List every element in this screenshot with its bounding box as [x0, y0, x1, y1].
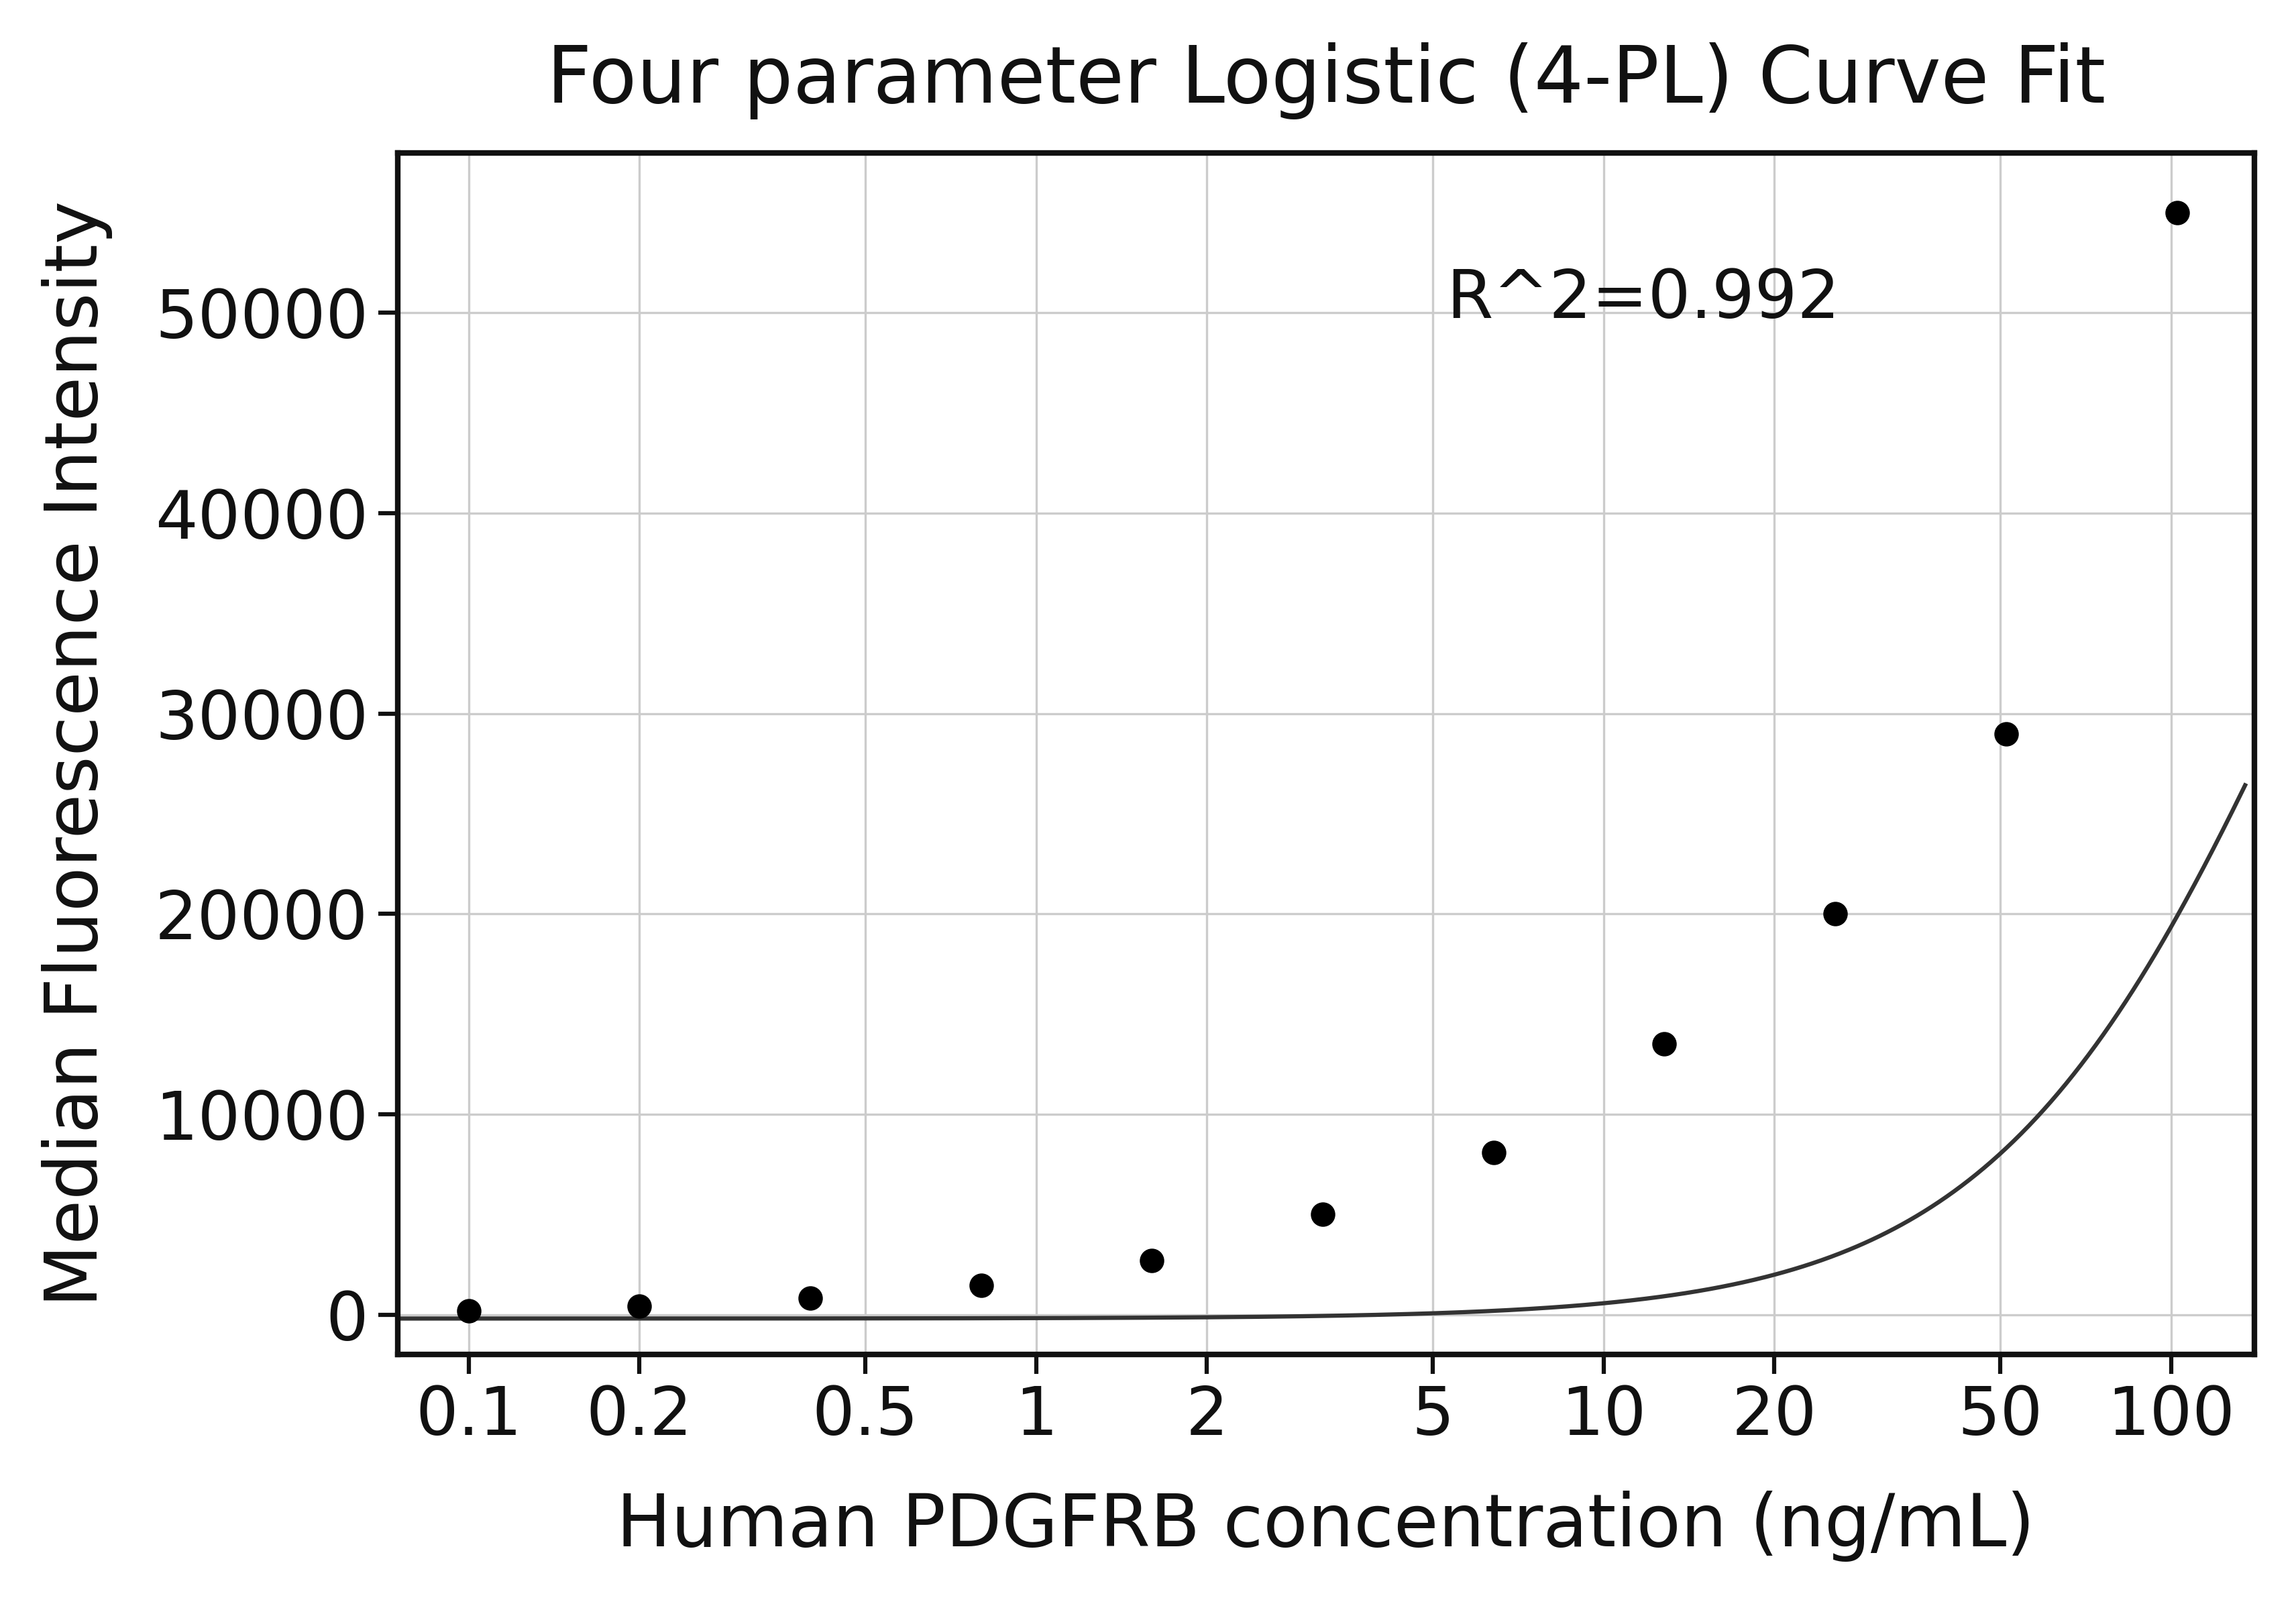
Point: [1304, 1201, 1341, 1227]
Y-axis label: Median Fluorescence Intensity: Median Fluorescence Intensity: [41, 200, 113, 1307]
Point: [2158, 200, 2195, 226]
Point: [1646, 1031, 1683, 1057]
Point: [450, 1298, 487, 1323]
Text: R^2=0.992: R^2=0.992: [1446, 266, 1841, 332]
Point: [1134, 1248, 1171, 1274]
Point: [620, 1293, 657, 1318]
Title: Four parameter Logistic (4-PL) Curve Fit: Four parameter Logistic (4-PL) Curve Fit: [546, 42, 2105, 119]
Point: [962, 1272, 999, 1298]
Point: [1816, 901, 1853, 927]
Point: [792, 1285, 829, 1310]
Point: [1476, 1139, 1513, 1165]
X-axis label: Human PDGFRB concentration (ng/mL): Human PDGFRB concentration (ng/mL): [618, 1492, 2034, 1562]
Point: [1988, 720, 2025, 746]
